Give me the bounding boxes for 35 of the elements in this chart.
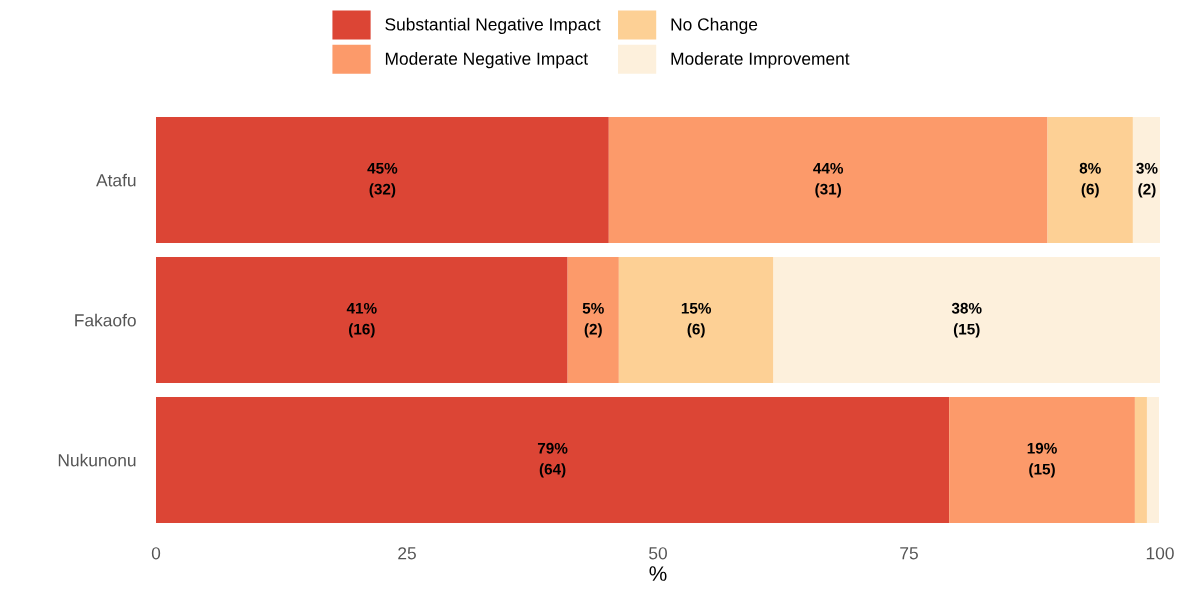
bar: [949, 397, 1135, 523]
bar: [156, 117, 609, 243]
legend-label: Moderate Negative Impact: [385, 52, 588, 69]
y-tick-label: Fakaofo: [75, 313, 136, 327]
data-label: 41% (16): [346, 302, 377, 338]
data-label: 44% (31): [813, 162, 844, 198]
data-label: 5% (2): [582, 302, 604, 338]
x-tick-label: 25: [398, 547, 416, 560]
legend-label: Moderate Improvement: [671, 52, 850, 69]
x-tick-label: 100: [1146, 547, 1174, 560]
x-tick-label: 50: [649, 547, 667, 560]
x-tick-label: 75: [900, 547, 918, 560]
data-label: 79% (64): [537, 442, 568, 478]
data-label: 15% (6): [681, 302, 712, 338]
x-tick-label: 0: [151, 547, 161, 560]
data-label: 3% (2): [1136, 162, 1158, 198]
legend-label: No Change: [671, 17, 758, 34]
y-tick-label: Nukunonu: [58, 453, 136, 467]
data-label: 8% (6): [1079, 162, 1101, 198]
bar: [156, 397, 950, 523]
bar: [1047, 117, 1133, 243]
data-label: 19% (15): [1027, 442, 1057, 478]
legend-label: Substantial Negative Impact: [385, 17, 601, 34]
bar: [618, 257, 774, 383]
bar: [608, 117, 1048, 243]
y-tick-label: Atafu: [96, 173, 136, 187]
data-label: 38% (15): [951, 302, 982, 338]
bar: [1132, 117, 1160, 243]
bar: [1134, 397, 1147, 523]
x-axis-title: %: [649, 566, 667, 581]
data-label: 45% (32): [367, 162, 398, 198]
bar: [156, 257, 568, 383]
bar: [1146, 397, 1159, 523]
bar: [567, 257, 619, 383]
bar: [773, 257, 1160, 383]
